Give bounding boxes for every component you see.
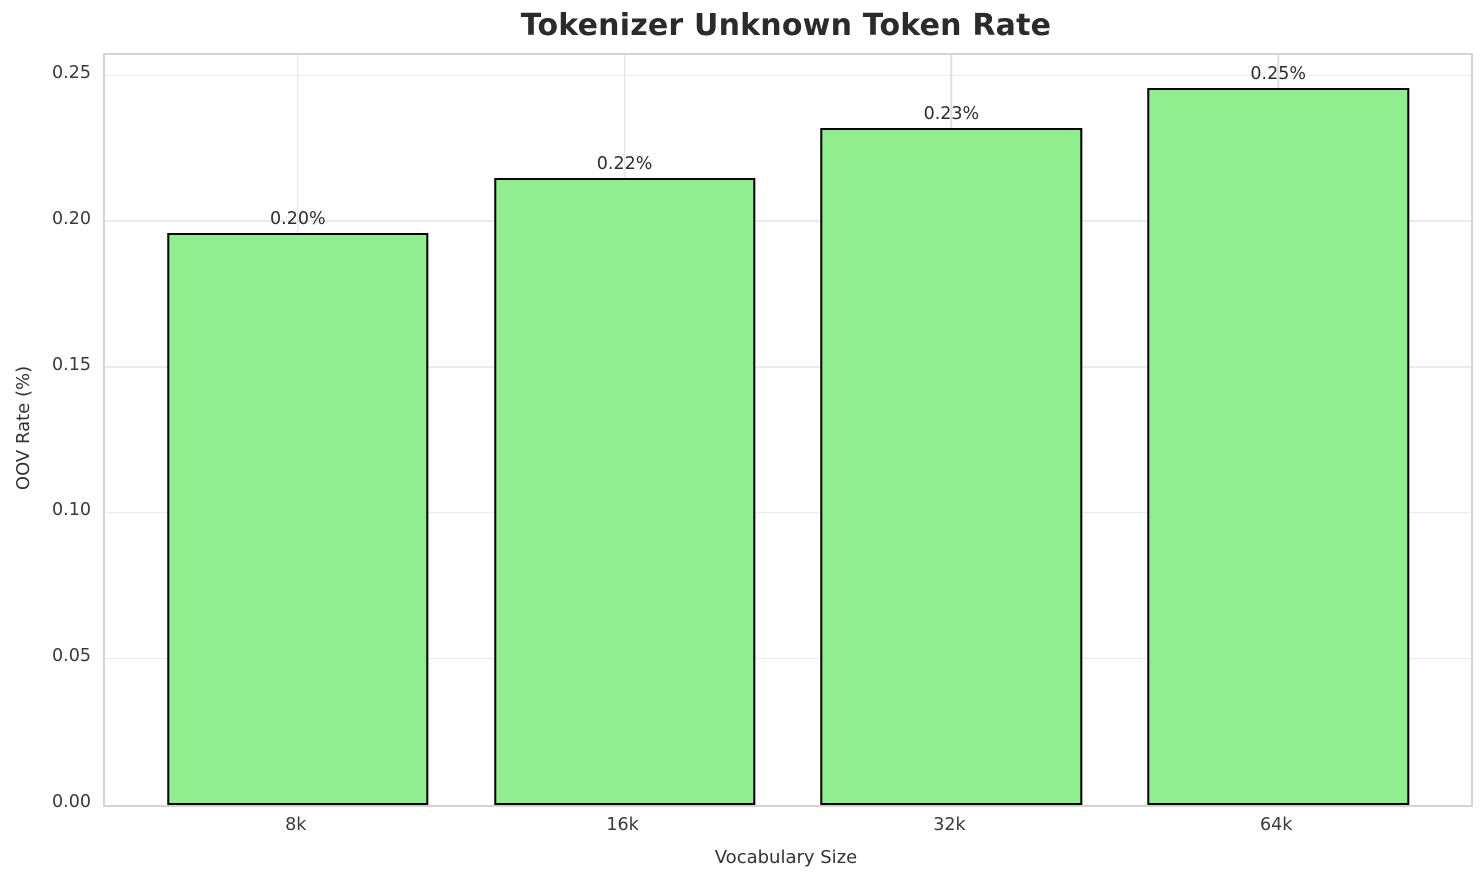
h-gridline: [105, 657, 1471, 660]
x-tick-label-16k: 16k: [606, 815, 639, 835]
x-tick-label-64k: 64k: [1259, 815, 1293, 835]
y-tick-label: 0.25: [52, 62, 91, 83]
h-gridline: [105, 366, 1471, 368]
y-tick-label: 0.00: [52, 792, 91, 812]
bar-64k: [1147, 87, 1409, 805]
x-tick-label-32k: 32k: [933, 815, 966, 835]
x-axis-label: Vocabulary Size: [714, 847, 858, 868]
y-tick-label: 0.05: [52, 646, 91, 667]
bar-value-label: 0.22%: [596, 154, 653, 175]
bar-value-label: 0.20%: [270, 209, 326, 230]
y-axis-label: OOV Rate (%): [13, 365, 34, 491]
plot-area: 0.20% 0.22% 0.23% 0.25%: [103, 53, 1473, 807]
h-gridline: [105, 511, 1471, 514]
y-tick-label: 0.10: [52, 500, 91, 521]
bar-16k: [493, 178, 756, 805]
bar-value-label: 0.23%: [923, 104, 980, 125]
h-gridline: [105, 74, 1471, 76]
bar-32k: [820, 128, 1083, 805]
y-tick-label: 0.20: [52, 208, 91, 229]
chart-title: Tokenizer Unknown Token Rate: [520, 8, 1052, 43]
bar-value-label: 0.25%: [1250, 63, 1306, 84]
y-tick-label: 0.15: [52, 354, 91, 375]
bar-8k: [167, 233, 429, 805]
x-tick-label-8k: 8k: [285, 815, 307, 835]
h-gridline: [105, 220, 1471, 222]
